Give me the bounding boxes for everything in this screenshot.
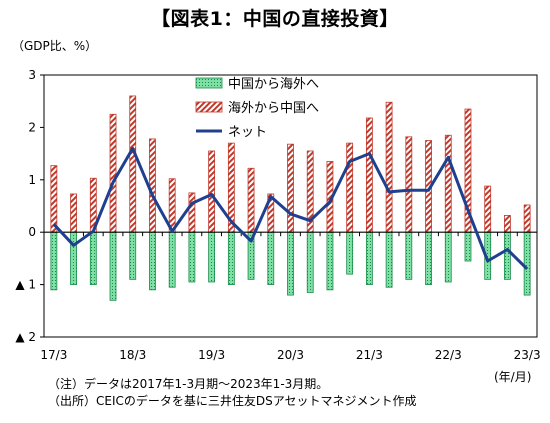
outward-bar xyxy=(129,231,137,280)
y-tick-label: 1 xyxy=(28,173,36,187)
net-line xyxy=(52,146,529,270)
inward-bar xyxy=(208,150,216,233)
outward-bar xyxy=(149,231,156,291)
inward-bar xyxy=(70,193,77,233)
x-tick-label: 18/3 xyxy=(119,348,146,362)
inward-bar xyxy=(405,136,413,233)
inward-bar xyxy=(346,142,354,233)
inward-bar xyxy=(149,138,156,233)
x-axis-unit-label: (年/月) xyxy=(494,370,532,384)
footnotes: （注）データは2017年1-3月期～2023年1-3月期。 （出所）CEICのデ… xyxy=(48,376,417,410)
inward-bar xyxy=(444,134,452,233)
outward-bar xyxy=(188,231,196,283)
outward-bar xyxy=(208,231,216,283)
y-tick-label: ▲ 1 xyxy=(15,278,36,292)
inward-bar xyxy=(385,101,393,233)
legend-swatch-inward xyxy=(195,101,223,113)
y-tick-label: 0 xyxy=(28,225,36,239)
inward-bar xyxy=(365,117,373,233)
x-tick-label: 21/3 xyxy=(356,348,383,362)
plot-frame xyxy=(43,74,538,338)
inward-bar xyxy=(287,143,294,233)
inward-bar xyxy=(50,165,58,233)
legend-swatch-outward xyxy=(195,77,223,89)
outward-bar xyxy=(109,231,117,301)
x-tick-label: 17/3 xyxy=(40,348,67,362)
inward-bar xyxy=(129,95,137,233)
outward-bar xyxy=(504,231,511,280)
outward-bar xyxy=(326,231,334,291)
inward-bar xyxy=(188,192,196,233)
outward-bar xyxy=(287,231,294,296)
legend-label: 海外から中国へ xyxy=(228,101,319,116)
inward-bar xyxy=(247,167,255,233)
x-tick-label: 23/3 xyxy=(514,348,541,362)
y-tick-label: ▲ 2 xyxy=(15,330,36,344)
outward-bar xyxy=(89,231,97,285)
outward-bar xyxy=(346,231,354,275)
inward-bar xyxy=(168,178,176,233)
y-tick-label: 2 xyxy=(28,120,36,134)
source-line: （出所）CEICのデータを基に三井住友DSアセットマネジメント作成 xyxy=(48,394,417,408)
inward-bar xyxy=(504,215,511,233)
outward-bar xyxy=(70,231,77,285)
inward-bar xyxy=(109,113,117,233)
outward-bar xyxy=(267,231,275,285)
inward-bar xyxy=(523,204,531,233)
outward-bar xyxy=(385,231,393,288)
outward-bar xyxy=(464,231,472,262)
inward-bar xyxy=(484,185,492,233)
outward-bar xyxy=(405,231,413,280)
legend-label: 中国から海外へ xyxy=(228,77,319,92)
chart-title: 【図表1：中国の直接投資】 xyxy=(151,8,399,30)
outward-bar xyxy=(168,231,176,288)
outward-bar xyxy=(306,231,314,293)
outward-bar xyxy=(425,231,432,285)
outward-bar xyxy=(365,231,373,285)
outward-bar xyxy=(227,231,235,285)
y-tick-label: 3 xyxy=(28,68,36,82)
x-tick-label: 20/3 xyxy=(277,348,304,362)
x-tick-label: 22/3 xyxy=(435,348,462,362)
note-line: （注）データは2017年1-3月期～2023年1-3月期。 xyxy=(48,377,329,391)
legend-label: ネット xyxy=(228,125,267,140)
outward-bar xyxy=(444,231,452,283)
y-axis-unit-label: （GDP比、%） xyxy=(12,39,98,53)
outward-bar xyxy=(50,231,58,291)
outward-bar xyxy=(523,231,531,296)
x-tick-label: 19/3 xyxy=(198,348,225,362)
